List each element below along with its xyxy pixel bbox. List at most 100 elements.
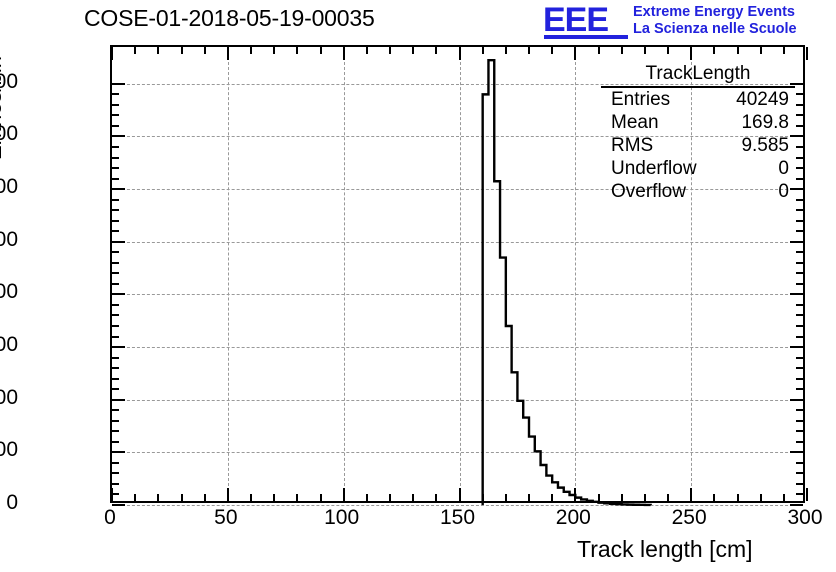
stats-row: Overflow 0 bbox=[601, 180, 795, 203]
tick-y bbox=[796, 419, 803, 422]
tick-x bbox=[111, 488, 113, 501]
y-tick-label: 6000 bbox=[0, 175, 18, 199]
tick-x bbox=[574, 47, 577, 60]
tick-y bbox=[796, 177, 803, 180]
x-axis-title: Track length [cm] bbox=[577, 536, 753, 562]
histogram-curve bbox=[481, 58, 652, 507]
y-tick-label: 8000 bbox=[0, 69, 18, 93]
stats-row: Mean 169.8 bbox=[601, 111, 795, 134]
y-tick-label: 4000 bbox=[0, 280, 18, 304]
tick-x bbox=[180, 494, 183, 501]
tick-x bbox=[157, 47, 160, 54]
tick-y bbox=[112, 272, 119, 275]
tick-x bbox=[806, 488, 808, 501]
tick-y bbox=[112, 103, 119, 106]
tick-y bbox=[112, 504, 125, 506]
tick-y bbox=[796, 93, 803, 96]
tick-y bbox=[790, 240, 803, 243]
tick-x bbox=[226, 488, 229, 501]
tick-y bbox=[112, 114, 119, 117]
stats-key: Entries bbox=[611, 89, 671, 110]
tick-x bbox=[319, 494, 322, 501]
tick-y bbox=[796, 230, 803, 233]
eee-logo-underbar bbox=[544, 35, 628, 39]
stats-box: TrackLength Entries 40249 Mean 169.8 RMS 9.58… bbox=[601, 63, 795, 203]
tick-x bbox=[782, 494, 785, 501]
stats-title: TrackLength bbox=[601, 63, 795, 88]
tick-x bbox=[504, 47, 507, 54]
tick-x bbox=[597, 47, 600, 54]
tick-y bbox=[112, 409, 119, 412]
tick-x bbox=[203, 47, 206, 54]
tick-y bbox=[112, 209, 119, 212]
tick-y bbox=[796, 367, 803, 370]
tick-x bbox=[643, 494, 646, 501]
x-tick-label: 300 bbox=[787, 506, 823, 529]
tick-x bbox=[342, 488, 345, 501]
tick-y bbox=[112, 472, 119, 475]
tick-y bbox=[796, 303, 803, 306]
tick-y bbox=[790, 451, 803, 454]
tick-y bbox=[112, 388, 119, 391]
tick-x bbox=[667, 47, 669, 54]
tick-y bbox=[796, 251, 803, 254]
stats-value: 0 bbox=[778, 158, 789, 179]
tick-x bbox=[180, 47, 183, 54]
tick-x bbox=[203, 494, 206, 501]
tick-y bbox=[112, 293, 125, 296]
tick-y bbox=[796, 356, 803, 359]
y-tick-label: 1000 bbox=[0, 438, 18, 462]
tick-x bbox=[643, 47, 646, 54]
stats-key: Mean bbox=[611, 112, 659, 133]
tick-x bbox=[690, 488, 693, 501]
tick-y bbox=[112, 356, 119, 359]
tick-x bbox=[296, 494, 299, 501]
tick-x bbox=[157, 494, 160, 501]
eee-logo-line1: Extreme Energy Events bbox=[633, 4, 795, 20]
tick-y bbox=[796, 156, 803, 159]
tick-y bbox=[112, 230, 119, 233]
histogram-outline bbox=[481, 58, 652, 507]
stats-key: RMS bbox=[611, 135, 654, 156]
tick-y bbox=[796, 461, 803, 464]
x-tick-label: 50 bbox=[214, 506, 238, 529]
tick-y bbox=[796, 493, 803, 496]
tick-x bbox=[412, 47, 415, 54]
stats-rows: Entries 40249 Mean 169.8 RMS 9.585 Underflow 0 O… bbox=[601, 88, 795, 203]
tick-x bbox=[504, 494, 507, 501]
tick-x bbox=[365, 47, 368, 54]
tick-y bbox=[112, 430, 119, 433]
stats-key: Underflow bbox=[611, 158, 697, 179]
tick-y bbox=[796, 272, 803, 275]
tick-x bbox=[551, 47, 554, 54]
tick-x bbox=[620, 47, 623, 54]
tick-y bbox=[790, 293, 803, 296]
y-tick-label: 3000 bbox=[0, 333, 18, 357]
tick-y bbox=[790, 504, 803, 506]
tick-y bbox=[112, 135, 125, 138]
tick-y bbox=[112, 377, 119, 380]
tick-y bbox=[112, 167, 119, 170]
tick-x bbox=[713, 47, 716, 54]
page-title: COSE-01-2018-05-19-00035 bbox=[84, 5, 375, 31]
tick-y bbox=[796, 335, 803, 338]
tick-y bbox=[790, 188, 803, 191]
tick-x bbox=[134, 47, 137, 54]
tick-x bbox=[273, 494, 276, 501]
tick-y bbox=[112, 188, 125, 191]
tick-y bbox=[112, 282, 119, 285]
tick-y bbox=[796, 314, 803, 317]
tick-x bbox=[319, 47, 322, 54]
tick-y bbox=[112, 440, 119, 443]
stats-value: 169.8 bbox=[741, 112, 789, 133]
tick-y bbox=[112, 251, 119, 254]
tick-y bbox=[796, 146, 803, 149]
x-tick-label: 150 bbox=[439, 506, 476, 529]
tick-x bbox=[365, 494, 368, 501]
tick-x bbox=[250, 47, 252, 54]
tick-y bbox=[112, 335, 119, 338]
tick-x bbox=[620, 494, 623, 501]
stats-row: Entries 40249 bbox=[601, 88, 795, 111]
tick-y bbox=[796, 198, 803, 201]
tick-x bbox=[481, 47, 484, 54]
